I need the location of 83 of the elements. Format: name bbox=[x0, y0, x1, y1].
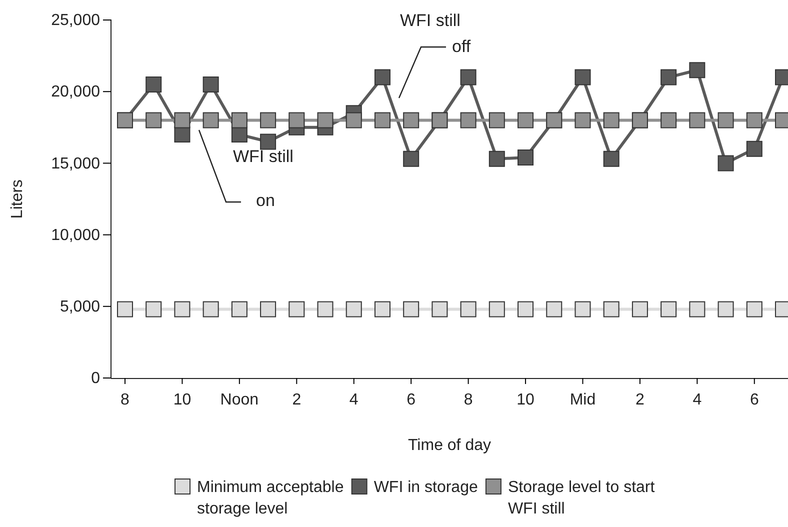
x-tick-label: 2 bbox=[636, 392, 645, 409]
point bbox=[746, 140, 762, 157]
point bbox=[231, 112, 248, 128]
point bbox=[546, 301, 562, 318]
point bbox=[574, 69, 591, 86]
point bbox=[231, 301, 248, 318]
y-tick-label: 10,000 bbox=[51, 226, 100, 244]
point bbox=[346, 301, 362, 318]
point bbox=[488, 301, 505, 318]
point bbox=[317, 112, 334, 128]
point bbox=[202, 112, 219, 128]
y-axis-title: Liters bbox=[9, 179, 26, 219]
point bbox=[432, 301, 448, 318]
x-tick-label: 8 bbox=[464, 392, 473, 409]
x-tick-label: Noon bbox=[220, 392, 259, 409]
x-tick-label: 2 bbox=[292, 392, 302, 409]
point bbox=[174, 301, 190, 318]
point bbox=[146, 112, 162, 128]
point bbox=[460, 301, 476, 318]
point bbox=[603, 150, 620, 167]
point bbox=[488, 112, 505, 128]
y-tick-label: 0 bbox=[91, 370, 100, 388]
point bbox=[460, 112, 476, 128]
point bbox=[202, 76, 219, 92]
x-tick-label: Mid bbox=[570, 392, 596, 409]
point bbox=[374, 69, 390, 86]
y-tick-label: 20,000 bbox=[51, 84, 100, 101]
point bbox=[288, 301, 305, 318]
y-tick-label: 25,000 bbox=[51, 12, 100, 30]
point bbox=[689, 62, 706, 78]
point bbox=[718, 301, 734, 318]
point bbox=[260, 112, 276, 128]
point bbox=[718, 155, 734, 172]
point bbox=[660, 112, 677, 128]
point bbox=[374, 112, 390, 128]
point bbox=[174, 112, 190, 128]
x-tick-label: 6 bbox=[750, 392, 759, 409]
point bbox=[746, 301, 762, 318]
point bbox=[260, 301, 276, 318]
annotation: WFI still off bbox=[400, 11, 471, 56]
x-axis-title: Time of day bbox=[408, 437, 491, 454]
point bbox=[632, 301, 648, 318]
point bbox=[117, 301, 133, 318]
point bbox=[403, 301, 420, 318]
point bbox=[518, 301, 534, 318]
point bbox=[146, 76, 162, 92]
point bbox=[689, 301, 706, 318]
point bbox=[403, 150, 420, 167]
point bbox=[574, 112, 591, 128]
point bbox=[518, 149, 534, 166]
point bbox=[146, 301, 162, 318]
point bbox=[574, 301, 591, 318]
point bbox=[746, 112, 762, 128]
x-tick-label: 4 bbox=[349, 392, 358, 409]
point bbox=[518, 112, 534, 128]
legend-label: WFI in storage bbox=[374, 479, 478, 496]
legend-label: Minimum acceptable storage level bbox=[197, 479, 344, 518]
point bbox=[288, 112, 305, 128]
point bbox=[660, 69, 677, 86]
x-tick-label: 6 bbox=[406, 392, 416, 409]
point bbox=[660, 301, 677, 318]
x-tick-label: 8 bbox=[120, 392, 130, 409]
point bbox=[603, 301, 620, 318]
point bbox=[460, 69, 476, 86]
text: WFI still on bbox=[233, 147, 294, 210]
point bbox=[689, 112, 706, 128]
x-tick-label: 10 bbox=[516, 392, 535, 409]
point bbox=[174, 126, 190, 143]
x-tick-label: 4 bbox=[692, 392, 702, 409]
point bbox=[718, 112, 734, 128]
point bbox=[317, 301, 334, 318]
point bbox=[260, 134, 276, 150]
legend-label: Storage level to start WFI still bbox=[508, 479, 656, 518]
x-tick-label: 10 bbox=[173, 392, 192, 409]
point bbox=[488, 150, 505, 167]
y-tick-label: 15,000 bbox=[51, 155, 100, 172]
point bbox=[374, 301, 390, 318]
point bbox=[346, 112, 362, 128]
y-tick-label: 5,000 bbox=[60, 298, 100, 316]
point bbox=[202, 301, 219, 318]
point bbox=[403, 112, 420, 128]
point bbox=[603, 112, 620, 128]
point bbox=[231, 126, 248, 143]
